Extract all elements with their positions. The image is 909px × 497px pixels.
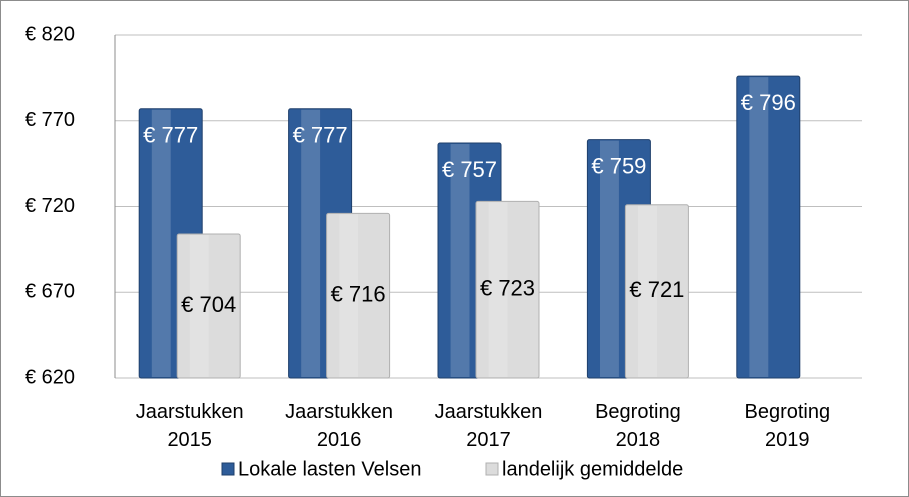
- x-tick-label: Jaarstukken 2016: [285, 401, 393, 451]
- bar-shine: [749, 77, 769, 377]
- y-tick-label: € 620: [25, 366, 75, 388]
- bar-shine: [600, 140, 619, 377]
- bar-shine: [301, 109, 321, 378]
- legend-swatch: [221, 462, 235, 476]
- y-tick-label: € 770: [25, 109, 75, 131]
- x-tick-label: Begroting 2019: [744, 401, 830, 451]
- x-tick-label: Begroting 2018: [595, 401, 681, 451]
- data-label: € 796: [741, 90, 796, 115]
- data-label: € 723: [480, 275, 535, 300]
- legend-label: Lokale lasten Velsen: [238, 458, 421, 480]
- data-label: € 777: [143, 123, 198, 148]
- x-tick-label: Jaarstukken 2017: [435, 401, 543, 451]
- data-label: € 777: [293, 123, 348, 148]
- bar-shine: [151, 109, 171, 378]
- bar-shine: [339, 214, 359, 377]
- bar-shine: [450, 144, 470, 377]
- data-label: € 757: [442, 157, 497, 182]
- y-tick-label: € 720: [25, 195, 75, 217]
- bar-shine: [488, 202, 508, 377]
- data-label: € 704: [181, 292, 236, 317]
- legend-swatch: [485, 462, 499, 476]
- y-tick-label: € 670: [25, 281, 75, 303]
- y-tick-label: € 820: [25, 23, 75, 45]
- bar-shine: [638, 205, 657, 377]
- x-tick-label: Jaarstukken 2015: [136, 401, 244, 451]
- bar: [475, 200, 540, 379]
- data-label: € 716: [331, 281, 386, 306]
- bar: [736, 75, 801, 379]
- data-label: € 759: [591, 153, 646, 178]
- bar-shine: [189, 234, 209, 377]
- bar: [326, 212, 391, 379]
- legend-label: landelijk gemiddelde: [502, 458, 683, 480]
- data-label: € 721: [629, 277, 684, 302]
- bar: [176, 233, 241, 379]
- bar: [624, 204, 689, 379]
